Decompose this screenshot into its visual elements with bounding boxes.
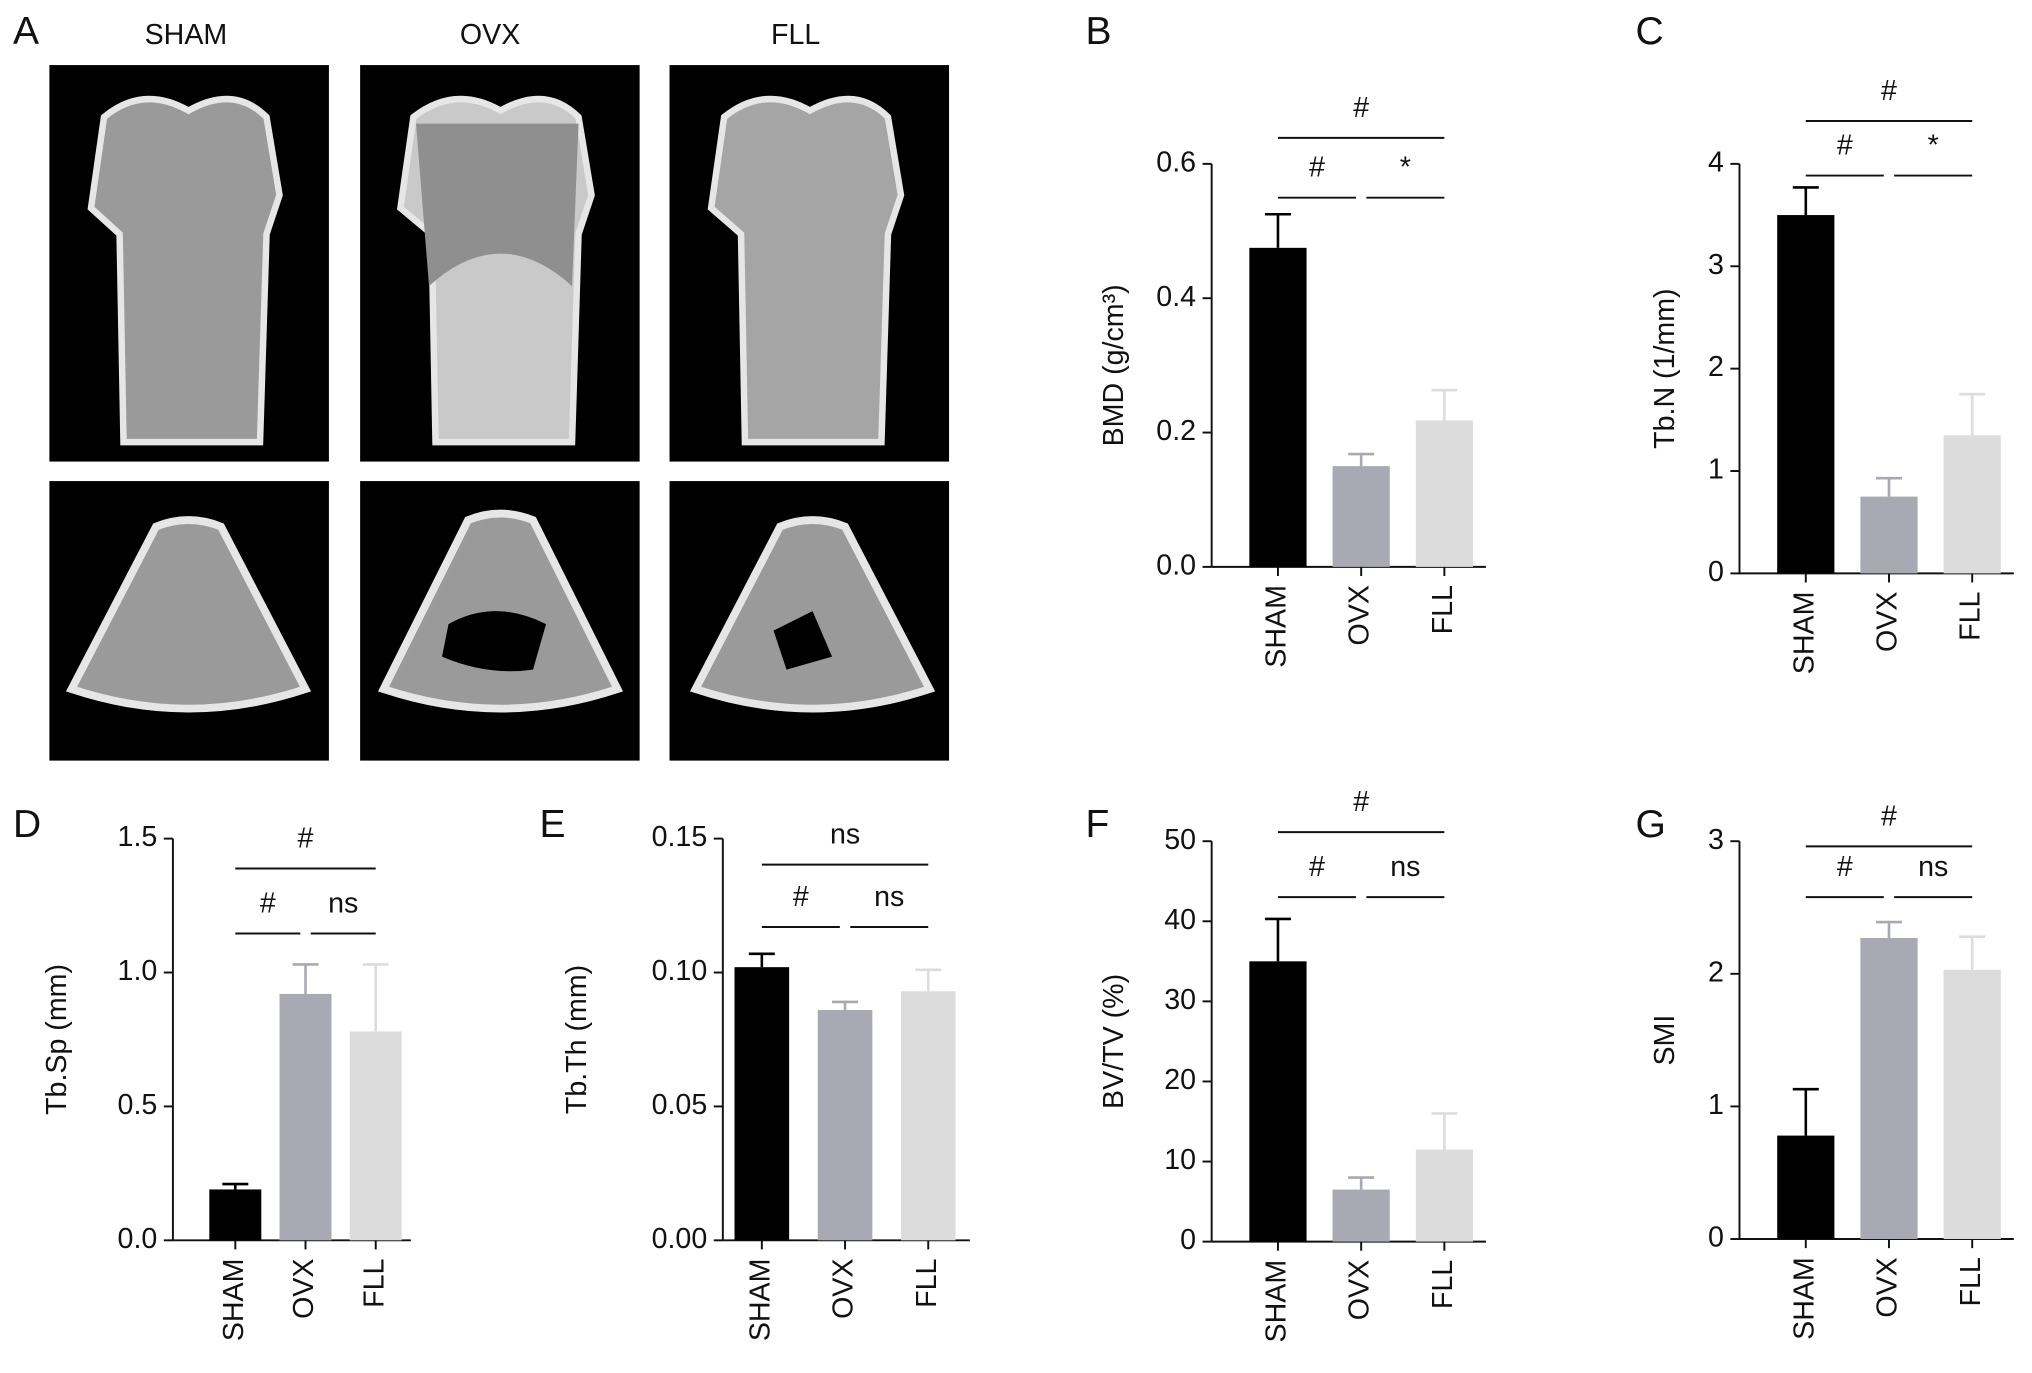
panel-letter: A bbox=[13, 10, 39, 53]
bar bbox=[279, 993, 332, 1241]
x-tick-label: SHAM bbox=[1788, 592, 1820, 675]
y-tick-label: 1 bbox=[1708, 454, 1724, 486]
panel-letter: C bbox=[1635, 10, 1663, 53]
bar bbox=[1249, 961, 1307, 1242]
bar bbox=[1777, 215, 1835, 574]
bar bbox=[349, 1031, 402, 1241]
y-axis-label: BV/TV (%) bbox=[1098, 974, 1130, 1109]
y-tick-label: 0.05 bbox=[652, 1089, 708, 1121]
x-tick-label: OVX bbox=[828, 1259, 860, 1319]
significance-label: # bbox=[1309, 851, 1325, 883]
x-tick-label: FLL bbox=[1427, 1260, 1459, 1309]
significance-label: # bbox=[1881, 75, 1897, 107]
y-tick-label: 1.0 bbox=[118, 955, 158, 987]
y-axis-label: Tb.Sp (mm) bbox=[41, 964, 73, 1115]
x-tick-label: SHAM bbox=[218, 1259, 250, 1342]
bar bbox=[734, 967, 790, 1241]
significance-label: # bbox=[1837, 851, 1853, 883]
y-tick-label: 40 bbox=[1164, 904, 1196, 936]
y-axis-label: BMD (g/cm³) bbox=[1098, 284, 1130, 446]
significance-label: * bbox=[1400, 152, 1411, 184]
y-tick-label: 30 bbox=[1164, 984, 1196, 1016]
y-tick-label: 20 bbox=[1164, 1064, 1196, 1096]
significance-label: # bbox=[298, 822, 314, 854]
y-tick-label: 0.0 bbox=[1156, 549, 1196, 581]
x-tick-label: OVX bbox=[1344, 1260, 1376, 1320]
x-tick-label: SHAM bbox=[1261, 585, 1293, 668]
y-tick-label: 0.2 bbox=[1156, 415, 1196, 447]
significance-label: ns bbox=[874, 881, 904, 913]
significance-label: # bbox=[1837, 130, 1853, 162]
panel-letter: E bbox=[540, 803, 566, 846]
significance-label: # bbox=[1309, 152, 1325, 184]
bar bbox=[1860, 938, 1918, 1240]
bar bbox=[1860, 496, 1918, 574]
x-tick-label: SHAM bbox=[1788, 1257, 1820, 1340]
bar bbox=[900, 991, 956, 1241]
y-axis-label: SMI bbox=[1649, 1015, 1681, 1066]
y-tick-label: 10 bbox=[1164, 1144, 1196, 1176]
y-tick-label: 0 bbox=[1708, 1222, 1724, 1254]
significance-label: ns bbox=[1918, 851, 1948, 883]
x-tick-label: FLL bbox=[1955, 1257, 1987, 1306]
y-tick-label: 0 bbox=[1708, 556, 1724, 588]
panel-letter: B bbox=[1086, 10, 1112, 53]
panel-letter: G bbox=[1635, 803, 1665, 846]
y-tick-label: 0.4 bbox=[1156, 281, 1196, 313]
bar bbox=[1777, 1135, 1835, 1240]
y-tick-label: 0.10 bbox=[652, 955, 708, 987]
y-tick-label: 1 bbox=[1708, 1089, 1724, 1121]
column-label: FLL bbox=[771, 19, 820, 51]
y-tick-label: 2 bbox=[1708, 351, 1724, 383]
panel-letter: D bbox=[13, 803, 41, 846]
bar bbox=[1332, 466, 1390, 567]
column-label: OVX bbox=[460, 19, 520, 51]
y-tick-label: 2 bbox=[1708, 956, 1724, 988]
micro-ct-images bbox=[49, 65, 950, 761]
bar bbox=[1249, 247, 1307, 567]
x-tick-label: FLL bbox=[911, 1259, 943, 1308]
significance-label: ns bbox=[830, 819, 860, 851]
significance-label: # bbox=[793, 881, 809, 913]
x-tick-label: OVX bbox=[1872, 1257, 1904, 1317]
significance-label: ns bbox=[328, 887, 358, 919]
y-tick-label: 1.5 bbox=[118, 821, 158, 853]
x-tick-label: OVX bbox=[288, 1259, 320, 1319]
y-tick-label: 3 bbox=[1708, 249, 1724, 281]
column-label: SHAM bbox=[145, 19, 228, 51]
y-tick-label: 0.00 bbox=[652, 1223, 708, 1255]
y-tick-label: 3 bbox=[1708, 824, 1724, 856]
bar bbox=[1332, 1189, 1390, 1242]
x-tick-label: OVX bbox=[1872, 592, 1904, 652]
x-tick-label: FLL bbox=[358, 1259, 390, 1308]
significance-label: ns bbox=[1390, 851, 1420, 883]
significance-label: # bbox=[1353, 786, 1369, 818]
bar bbox=[817, 1010, 873, 1241]
bar bbox=[1943, 435, 2001, 574]
bar bbox=[1415, 1149, 1473, 1242]
y-tick-label: 0.6 bbox=[1156, 146, 1196, 178]
significance-label: # bbox=[1881, 800, 1897, 832]
y-tick-label: 4 bbox=[1708, 146, 1724, 178]
y-tick-label: 0 bbox=[1180, 1224, 1196, 1256]
bar bbox=[1943, 969, 2001, 1240]
panel-letter: F bbox=[1086, 803, 1110, 846]
x-tick-label: SHAM bbox=[1261, 1260, 1293, 1343]
y-tick-label: 0.15 bbox=[652, 821, 708, 853]
bar bbox=[1415, 420, 1473, 567]
x-tick-label: FLL bbox=[1427, 585, 1459, 634]
y-axis-label: Tb.N (1/mm) bbox=[1649, 288, 1681, 448]
x-tick-label: FLL bbox=[1955, 592, 1987, 641]
y-tick-label: 0.0 bbox=[118, 1223, 158, 1255]
y-tick-label: 0.5 bbox=[118, 1089, 158, 1121]
y-tick-label: 50 bbox=[1164, 824, 1196, 856]
significance-label: * bbox=[1928, 130, 1939, 162]
significance-label: # bbox=[260, 887, 276, 919]
y-axis-label: Tb.Th (mm) bbox=[561, 965, 593, 1114]
significance-label: # bbox=[1353, 92, 1369, 124]
x-tick-label: OVX bbox=[1344, 585, 1376, 645]
x-tick-label: SHAM bbox=[744, 1259, 776, 1342]
bar bbox=[209, 1189, 262, 1241]
